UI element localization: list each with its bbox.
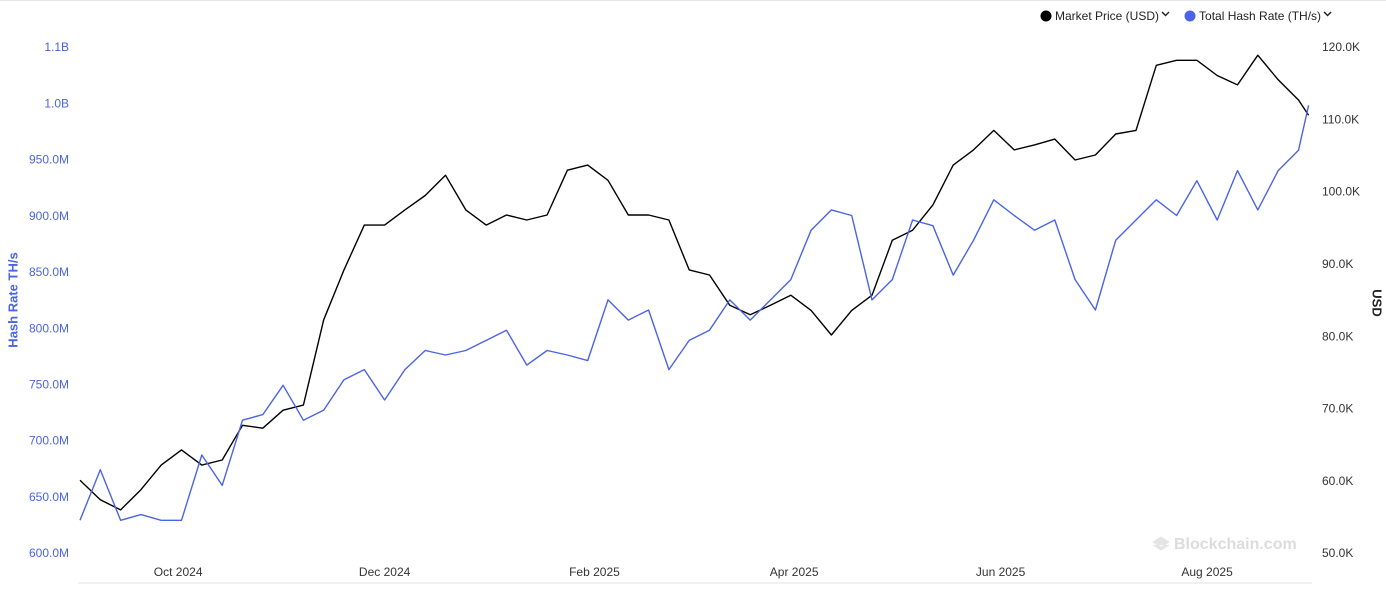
y-tick-label: 700.0M bbox=[29, 434, 69, 448]
y-tick-label: 650.0M bbox=[29, 490, 69, 504]
y-tick-label: 1.0B bbox=[44, 96, 69, 110]
y-tick-label: 1.1B bbox=[44, 40, 69, 54]
y2-tick-label: 100.0K bbox=[1322, 185, 1360, 199]
y2-tick-label: 60.0K bbox=[1322, 474, 1353, 488]
watermark-group: Blockchain.com bbox=[1152, 536, 1297, 553]
y-axis-title: Hash Rate TH/s bbox=[5, 252, 20, 347]
x-tick-label: Dec 2024 bbox=[359, 565, 411, 579]
legend-swatch bbox=[1040, 10, 1052, 22]
series-line bbox=[79, 54, 1310, 511]
y-tick-label: 850.0M bbox=[29, 265, 69, 279]
y-tick-label: 950.0M bbox=[29, 153, 69, 167]
watermark: Blockchain.com bbox=[1174, 536, 1297, 553]
x-tick-label: Jun 2025 bbox=[976, 565, 1026, 579]
legend-swatch bbox=[1184, 10, 1196, 22]
y2-tick-label: 80.0K bbox=[1322, 329, 1353, 343]
legend: Market Price (USD) Total Hash Rate (TH/s) bbox=[1040, 9, 1332, 23]
y2-tick-label: 120.0K bbox=[1322, 40, 1360, 54]
legend-chevron bbox=[1323, 11, 1332, 17]
x-tick-label: Apr 2025 bbox=[770, 565, 819, 579]
legend-label: Market Price (USD) bbox=[1055, 9, 1159, 23]
series-line bbox=[79, 105, 1310, 521]
legend-label: Total Hash Rate (TH/s) bbox=[1199, 9, 1321, 23]
y-tick-label: 750.0M bbox=[29, 378, 69, 392]
y2-tick-label: 70.0K bbox=[1322, 402, 1353, 416]
y2-tick-label: 90.0K bbox=[1322, 257, 1353, 271]
y2-tick-label: 50.0K bbox=[1322, 546, 1353, 560]
x-tick-label: Feb 2025 bbox=[569, 565, 620, 579]
watermark-icon bbox=[1152, 536, 1170, 551]
y2-axis-title: USD bbox=[1370, 289, 1385, 316]
x-tick-label: Aug 2025 bbox=[1181, 565, 1233, 579]
legend-chevron bbox=[1161, 11, 1170, 17]
x-tick-label: Oct 2024 bbox=[154, 565, 203, 579]
y2-tick-label: 110.0K bbox=[1322, 112, 1359, 126]
y-tick-label: 600.0M bbox=[29, 546, 69, 560]
y-tick-label: 800.0M bbox=[29, 321, 69, 335]
y-tick-label: 900.0M bbox=[29, 209, 69, 223]
